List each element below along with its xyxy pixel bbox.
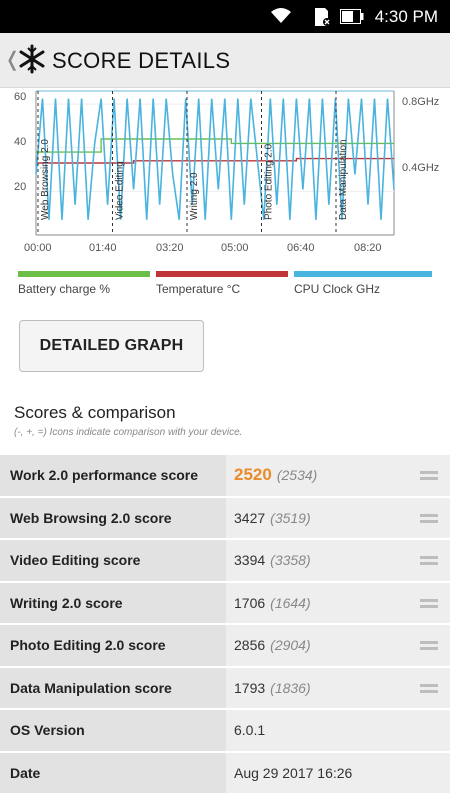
legend-label: Temperature °C	[156, 282, 241, 296]
score-value: 3394 (3358)	[234, 540, 311, 581]
segment-label: Photo Editing 2.0	[264, 143, 275, 220]
score-label: Writing 2.0 score	[0, 582, 226, 623]
reference-score: (3519)	[270, 509, 311, 526]
legend-swatch	[18, 271, 150, 277]
y-tick-label: 20	[14, 181, 26, 193]
reference-score: (2904)	[270, 637, 311, 654]
score-row-writing: Writing 2.0 score 1706 (1644)	[0, 582, 450, 625]
legend-cpu-clock: CPU Clock GHz	[294, 271, 432, 301]
info-row-os-version: OS Version 6.0.1	[0, 710, 450, 753]
equal-icon	[420, 513, 438, 524]
info-text: Aug 29 2017 16:26	[234, 764, 353, 781]
score-row-photo-editing: Photo Editing 2.0 score 2856 (2904)	[0, 625, 450, 668]
y-tick-label: 60	[14, 91, 26, 103]
score-row-data-manipulation: Data Manipulation score 1793 (1836)	[0, 667, 450, 710]
wifi-icon	[271, 8, 291, 23]
score-value: 2520 (2534)	[234, 455, 317, 496]
info-label: OS Version	[0, 710, 226, 751]
legend-label: Battery charge %	[18, 282, 111, 296]
detailed-graph-button[interactable]: DETAILED GRAPH	[19, 320, 204, 372]
reference-score: (2534)	[276, 467, 318, 484]
battery-icon	[340, 9, 364, 24]
score-number: 2520	[234, 465, 272, 485]
score-number: 3394	[234, 552, 266, 569]
section-subtitle: (-, +, =) Icons indicate comparison with…	[14, 427, 243, 438]
equal-icon	[420, 556, 438, 566]
x-tick-label: 01:40	[89, 242, 117, 254]
y-tick-label: 40	[14, 136, 26, 148]
info-row-date: Date Aug 29 2017 16:26	[0, 752, 450, 795]
x-tick-label: 05:00	[221, 242, 249, 254]
equal-icon	[420, 598, 438, 609]
score-number: 1793	[234, 679, 266, 696]
score-label: Video Editing score	[0, 540, 226, 581]
legend-swatch	[294, 271, 432, 277]
section-title: Scores & comparison	[14, 403, 176, 422]
score-label: Data Manipulation score	[0, 667, 226, 708]
reference-score: (1836)	[270, 679, 311, 696]
app-bar: ❬ SCORE DETAILS	[0, 33, 450, 88]
legend-swatch	[156, 271, 288, 277]
score-value: 2856 (2904)	[234, 625, 311, 666]
segment-label: Writing 2.0	[189, 172, 200, 220]
status-bar: 4:30 PM	[0, 0, 450, 33]
equal-icon	[420, 683, 438, 694]
score-number: 1706	[234, 594, 266, 611]
info-text: 6.0.1	[234, 722, 266, 739]
equal-icon	[420, 641, 438, 651]
score-row-video-editing: Video Editing score 3394 (3358)	[0, 540, 450, 583]
score-number: 3427	[234, 509, 266, 526]
score-value: 1793 (1836)	[234, 668, 311, 709]
reference-score: (3358)	[270, 552, 311, 569]
score-value: 1706 (1644)	[234, 583, 311, 624]
equal-icon	[420, 471, 438, 481]
info-value: Aug 29 2017 16:26	[234, 753, 352, 794]
sd-card-icon	[315, 8, 331, 26]
score-number: 2856	[234, 637, 266, 654]
series-line-temperature	[36, 157, 394, 164]
segment-label: Data Manipulation	[338, 139, 349, 220]
score-label: Photo Editing 2.0 score	[0, 625, 226, 666]
score-label: Web Browsing 2.0 score	[0, 497, 226, 538]
series-line-cpu-clock	[35, 98, 395, 220]
segment-label: Web Browsing 2.0	[40, 139, 51, 220]
legend-temperature: Temperature °C	[156, 271, 288, 301]
score-row-work: Work 2.0 performance score 2520 (2534)	[0, 455, 450, 498]
performance-chart[interactable]: Web Browsing 2.0 Video Editing Writing 2.0…	[0, 88, 450, 263]
page-title: SCORE DETAILS	[52, 48, 231, 73]
reference-score: (1644)	[270, 594, 311, 611]
y-right-tick-label: 0.8GHz	[402, 96, 439, 108]
x-tick-label: 08:20	[354, 242, 382, 254]
legend-battery: Battery charge %	[18, 271, 150, 301]
info-value: 6.0.1	[234, 710, 265, 751]
score-value: 3427 (3519)	[234, 498, 311, 539]
info-label: Date	[0, 752, 226, 793]
scores-table: Work 2.0 performance score 2520 (2534) W…	[0, 455, 450, 795]
segment-label: Video Editing	[115, 161, 126, 220]
x-tick-label: 03:20	[156, 242, 184, 254]
legend-label: CPU Clock GHz	[294, 282, 381, 296]
chevron-left-icon[interactable]: ❬	[4, 49, 21, 71]
x-tick-label: 06:40	[287, 242, 315, 254]
status-time: 4:30 PM	[374, 7, 438, 26]
x-tick-label: 00:00	[24, 242, 52, 254]
y-right-tick-label: 0.4GHz	[402, 162, 439, 174]
score-row-web-browsing: Web Browsing 2.0 score 3427 (3519)	[0, 497, 450, 540]
score-label: Work 2.0 performance score	[0, 455, 226, 496]
snowflake-icon	[19, 44, 45, 74]
